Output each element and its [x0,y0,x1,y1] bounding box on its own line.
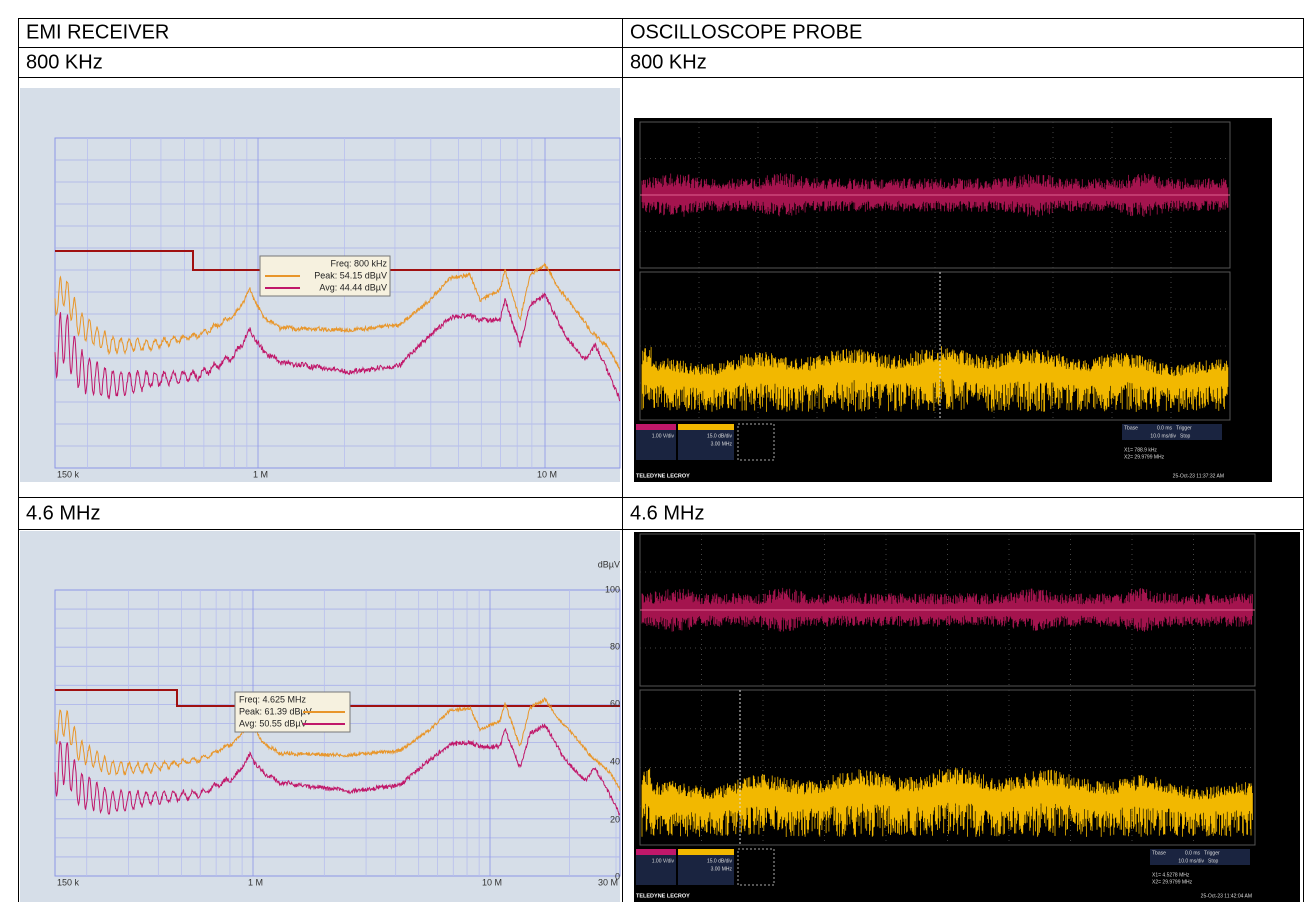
scope-readout: X2= 29.9799 MHz [1124,454,1165,460]
scope-readout: Stop [1208,858,1219,864]
scope-readout: X1= 788.9 kHz [1124,447,1157,453]
scope-readout: 15.0 dB/div [707,433,733,439]
channel-tag [636,424,676,430]
y-axis-label: 40 [610,756,620,766]
row-label: 4.6 MHz [630,502,704,524]
y-axis-label: 100 [605,584,620,594]
scope-readout: 0.0 ms [1157,425,1173,431]
scope-screen: TELEDYNE LECROY 25-Oct-23 11:42:04 AM 1.00… [634,532,1300,902]
scope-readout: TELEDYNE LECROY [636,473,690,479]
scope-readout: X2= 29.9799 MHz [1152,879,1193,885]
legend-text: Avg: 44.44 dBµV [319,282,387,292]
page: EMI RECEIVER OSCILLOSCOPE PROBE 800 KHz … [0,0,1312,902]
document: EMI RECEIVER OSCILLOSCOPE PROBE 800 KHz … [0,0,1312,902]
scope-readout: Tbase [1152,850,1166,856]
scope-readout: 15.0 dB/div [707,858,733,864]
row-label: 800 KHz [26,51,103,73]
legend-text: Peak: 54.15 dBµV [314,270,387,280]
y-axis-label: dBµV [598,559,620,569]
scope-readout: 1.00 V/div [652,433,675,439]
legend-text: Peak: 61.39 dBµV [239,706,312,716]
channel-tag [636,849,676,855]
legend-text: Freq: 4.625 MHz [239,694,307,704]
scope-readout: 10.0 ms/div [1150,433,1176,439]
emi-plot: 150 k 1 M 10 M Freq: 800 kHz Peak: 54.15 dBµ… [20,88,620,482]
x-axis-label: 150 k [57,469,80,479]
scope-readout: Trigger [1176,425,1192,431]
legend-text: Freq: 800 kHz [330,258,387,268]
y-axis-label: 20 [610,814,620,824]
scope-readout: 0.0 ms [1185,850,1201,856]
header-cell: EMI RECEIVER [26,21,169,43]
math-tag [678,849,734,855]
x-axis-label: 1 M [253,469,268,479]
scope-readout: X1= 4.5278 MHz [1152,872,1190,878]
math-tag [678,424,734,430]
x-axis-label: 10 M [537,469,557,479]
scope-readout: 25-Oct-23 11:37:32 AM [1173,473,1224,479]
header-cell: OSCILLOSCOPE PROBE [630,21,862,43]
scope-readout: Trigger [1204,850,1220,856]
x-axis-label: 1 M [248,877,263,887]
scope-readout: 3.00 MHz [711,866,733,872]
scope-readout: Stop [1180,433,1191,439]
scope-background [634,532,1300,902]
row-label: 4.6 MHz [26,502,100,524]
x-axis-label: 10 M [482,877,502,887]
legend-text: Avg: 50.55 dBµV [239,718,307,728]
scope-screen: TELEDYNE LECROY 25-Oct-23 11:37:32 AM 1.00… [634,118,1272,482]
x-axis-label: 150 k [57,877,80,887]
scope-readout: TELEDYNE LECROY [636,893,690,899]
y-axis-label: 0 [615,871,620,881]
scope-readout: 25-Oct-23 11:42:04 AM [1201,893,1252,899]
scope-readout: 1.00 V/div [652,858,675,864]
scope-readout: Tbase [1124,425,1138,431]
row-label: 800 KHz [630,51,707,73]
scope-readout: 10.0 ms/div [1178,858,1204,864]
y-axis-label: 80 [610,641,620,651]
scope-readout: 3.00 MHz [711,441,733,447]
y-axis-label: 60 [610,698,620,708]
